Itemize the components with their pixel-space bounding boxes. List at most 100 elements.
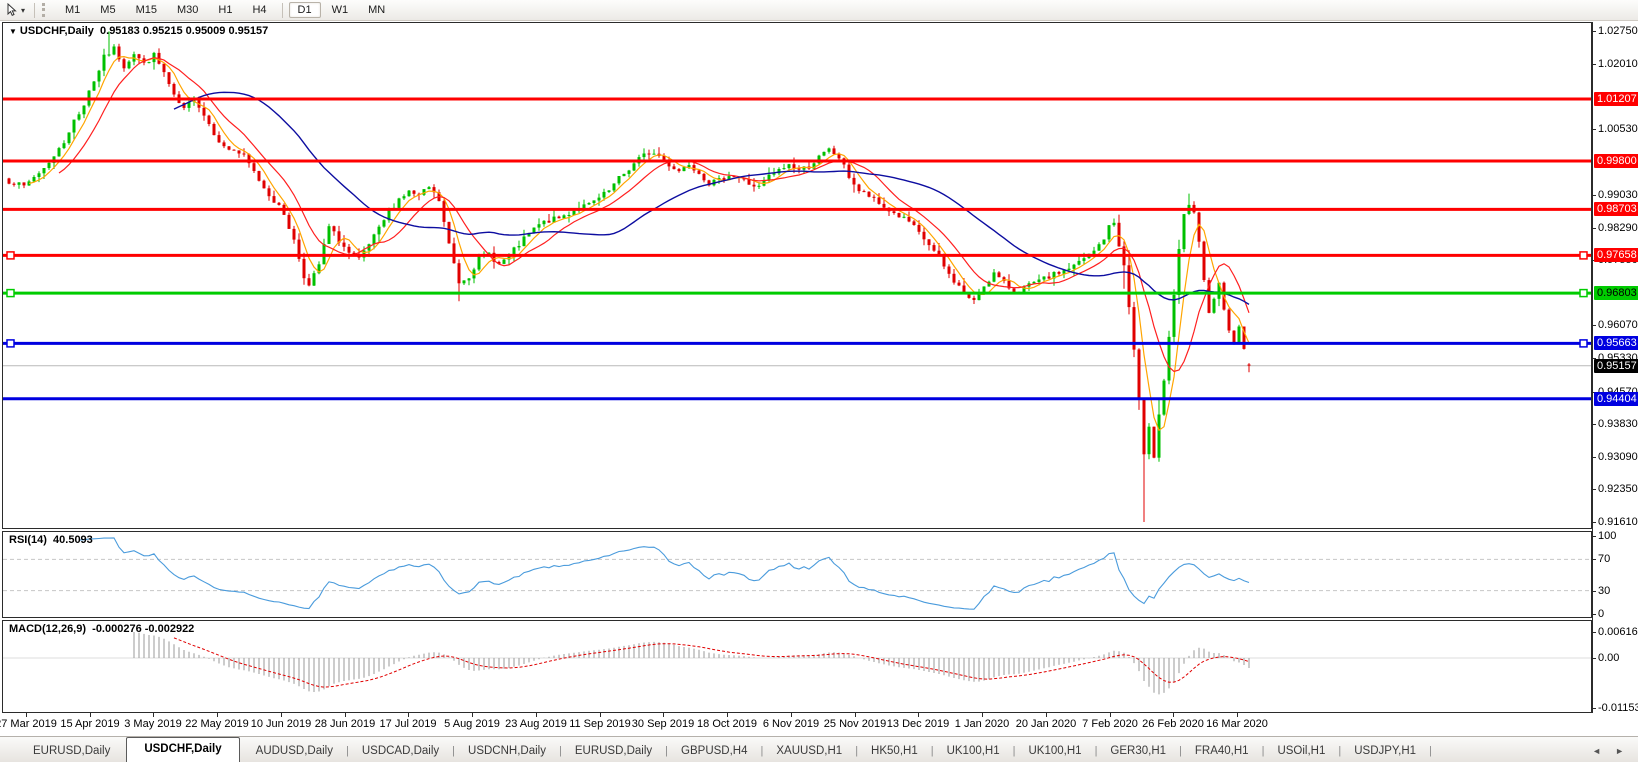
candle <box>232 149 236 151</box>
date-tick-mark <box>791 713 792 717</box>
rsi-pane-svg[interactable] <box>3 532 1591 617</box>
cursor-tool-icon[interactable] <box>5 2 19 17</box>
hline-price-label: 0.99800 <box>1594 154 1638 169</box>
date-tick-mark <box>600 713 601 717</box>
candle <box>1182 214 1186 250</box>
chart-tab-xauusd-h1[interactable]: XAUUSD,H1 <box>776 745 843 757</box>
timeframe-button-d1[interactable]: D1 <box>288 2 321 18</box>
candle <box>222 142 226 147</box>
candle <box>942 256 946 267</box>
chart-tab-usdchf-daily[interactable]: USDCHF,Daily <box>126 737 240 762</box>
candle <box>977 294 981 301</box>
chart-tab-eurusd-daily[interactable]: EURUSD,Daily <box>33 745 111 757</box>
candle <box>1247 364 1251 366</box>
candle <box>1177 249 1181 295</box>
tab-separator: | <box>1012 745 1016 757</box>
price-axis[interactable]: 1.027501.020101.005300.990300.982900.975… <box>1592 0 1638 733</box>
chart-tab-ger30-h1[interactable]: GER30,H1 <box>1110 745 1167 757</box>
timeframe-button-w1[interactable]: W1 <box>331 4 349 16</box>
toolbar-grip-handle[interactable] <box>42 3 48 17</box>
date-tick-label: 17 Jul 2019 <box>379 718 437 730</box>
candle <box>1062 270 1066 274</box>
tab-scroll-left-icon[interactable]: ◄ <box>1592 746 1602 756</box>
macd-pane-svg[interactable] <box>3 621 1591 712</box>
tab-scroll-right-icon[interactable]: ► <box>1615 746 1624 756</box>
candle <box>617 176 621 184</box>
candle <box>412 190 416 194</box>
candle <box>1227 309 1231 331</box>
rsi-label: RSI(14) 40.5093 <box>9 534 93 546</box>
rsi-indicator-pane[interactable]: RSI(14) 40.5093 <box>2 531 1592 618</box>
support-resistance-lines[interactable] <box>3 97 1591 401</box>
chart-tab-audusd-daily[interactable]: AUDUSD,Daily <box>255 745 333 757</box>
date-tick-mark <box>153 713 154 717</box>
candle <box>187 101 191 108</box>
candle <box>677 169 681 172</box>
price-axis-border <box>1592 22 1593 713</box>
date-tick-mark <box>408 713 409 717</box>
candle <box>1172 295 1176 337</box>
symbol-dropdown-icon[interactable]: ▼ <box>9 27 17 36</box>
chart-tab-usdcnh-daily[interactable]: USDCNH,Daily <box>468 745 546 757</box>
date-tick-mark <box>1046 713 1047 717</box>
candle <box>892 211 896 213</box>
chart-tab-fra40-h1[interactable]: FRA40,H1 <box>1194 745 1249 757</box>
candle <box>697 170 701 174</box>
axis-tick-mark <box>1592 489 1596 491</box>
timeframe-button-m5[interactable]: M5 <box>100 4 116 16</box>
rsi-name: RSI(14) <box>9 534 47 546</box>
candle <box>687 165 691 168</box>
candle <box>797 168 801 170</box>
main-chart-pane[interactable]: ▼ USDCHF,Daily 0.95183 0.95215 0.95009 0.… <box>2 22 1592 529</box>
candle <box>582 204 586 209</box>
chart-tab-usoil-h1[interactable]: USOil,H1 <box>1277 745 1326 757</box>
chevron-down-icon[interactable]: ▾ <box>21 5 26 15</box>
date-tick-mark <box>1237 713 1238 717</box>
candle <box>837 154 841 159</box>
candle <box>1147 426 1151 455</box>
candle <box>1207 280 1211 313</box>
candle <box>447 221 451 244</box>
date-tick-mark <box>217 713 218 717</box>
date-tick-label: 30 Sep 2019 <box>631 718 695 730</box>
candle <box>332 226 336 232</box>
timeframe-button-h4[interactable]: H4 <box>252 4 267 16</box>
candle <box>952 273 956 283</box>
toolbar-separator <box>34 2 36 18</box>
candle <box>532 227 536 233</box>
price-chart-svg[interactable] <box>3 23 1591 528</box>
rsi-line <box>78 537 1250 610</box>
candle <box>922 231 926 240</box>
macd-indicator-pane[interactable]: MACD(12,26,9) -0.000276 -0.002922 <box>2 620 1592 713</box>
candle <box>572 210 576 215</box>
line-handle <box>1579 251 1588 260</box>
candle <box>622 173 626 177</box>
chart-tab-uk100-h1[interactable]: UK100,H1 <box>946 745 1000 757</box>
timeframe-button-m15[interactable]: M15 <box>135 4 157 16</box>
chart-tab-eurusd-daily[interactable]: EURUSD,Daily <box>574 745 653 757</box>
axis-tick-mark <box>1592 227 1596 229</box>
candle <box>1022 286 1026 292</box>
axis-tick-mark <box>1592 708 1596 709</box>
candle <box>727 176 731 181</box>
date-tick-label: 13 Dec 2019 <box>886 718 950 730</box>
candle <box>957 282 961 286</box>
date-tick-mark <box>1110 713 1111 717</box>
candle <box>347 246 351 253</box>
chart-tab-uk100-h1[interactable]: UK100,H1 <box>1028 745 1082 757</box>
chart-tab-usdjpy-h1[interactable]: USDJPY,H1 <box>1354 745 1417 757</box>
date-tick-mark <box>536 713 537 717</box>
timeframe-button-h1[interactable]: H1 <box>218 4 233 16</box>
candle <box>732 176 736 178</box>
chart-tab-hk50-h1[interactable]: HK50,H1 <box>871 745 918 757</box>
date-tick-label: 1 Jan 2020 <box>954 718 1010 730</box>
price-tick-label: 0.99030 <box>1598 188 1638 201</box>
chart-tab-usdcad-daily[interactable]: USDCAD,Daily <box>361 745 440 757</box>
date-tick-mark <box>663 713 664 717</box>
timeframe-button-m1[interactable]: M1 <box>65 4 81 16</box>
timeframe-button-m30[interactable]: M30 <box>176 4 199 16</box>
candle <box>42 168 46 174</box>
time-axis[interactable]: 27 Mar 2019 15 Apr 2019 3 May 2019 22 May 2… <box>0 713 1638 735</box>
chart-tab-gbpusd-h4[interactable]: GBPUSD,H4 <box>681 745 748 757</box>
timeframe-button-mn[interactable]: MN <box>368 4 386 16</box>
